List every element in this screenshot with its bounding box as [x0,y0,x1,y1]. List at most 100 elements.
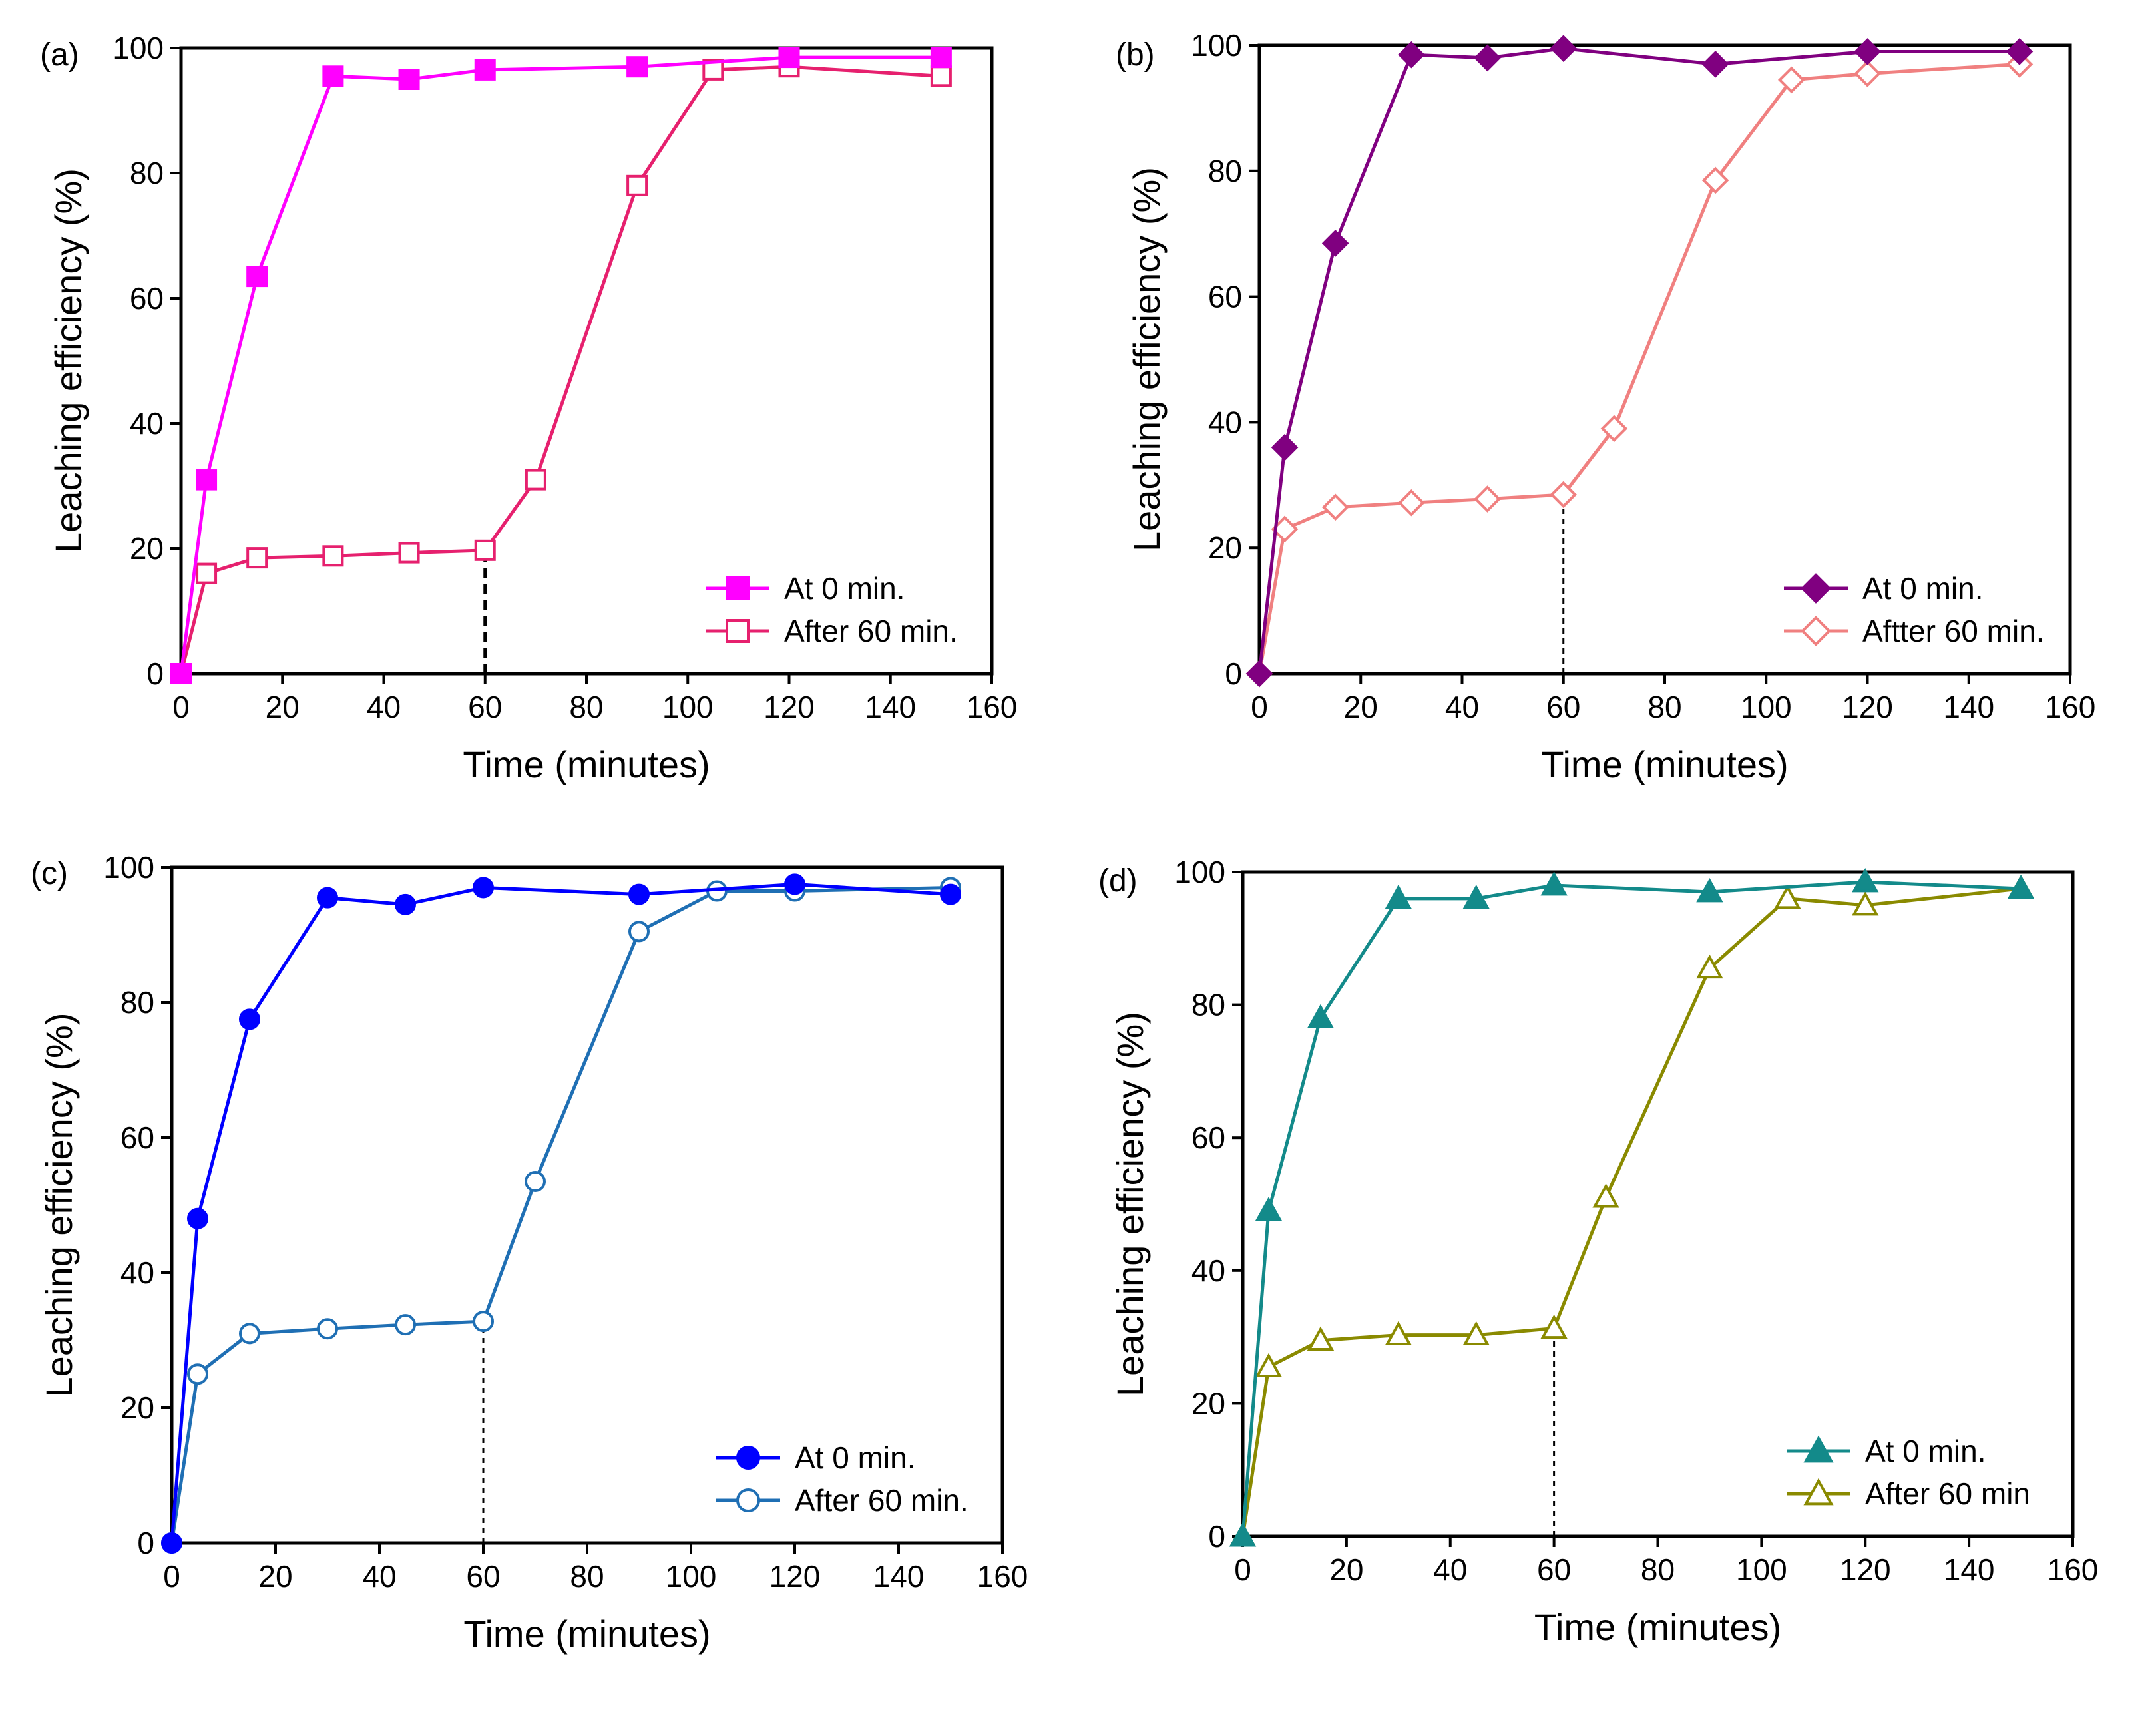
x-tick-label: 20 [258,1559,292,1594]
data-point [2007,875,2035,899]
data-point [1474,485,1501,513]
data-point [626,174,648,196]
legend-swatch-marker [726,619,750,643]
data-point [2006,38,2034,65]
data-point [1321,230,1349,257]
data-point [474,539,496,561]
legend-swatch-marker [726,576,750,600]
y-tick-label: 0 [146,656,164,691]
data-point [1385,1321,1412,1346]
data-point [1398,489,1425,517]
data-point [1398,41,1425,69]
data-point [1462,885,1490,909]
data-point [170,663,192,684]
y-tick-label: 0 [1225,656,1242,691]
data-point [473,877,494,899]
x-tick-label: 60 [1537,1552,1571,1587]
data-point [239,1323,260,1345]
data-point [628,921,650,943]
y-tick-label: 80 [130,156,164,190]
x-tick-label: 60 [1546,690,1580,724]
y-tick-label: 80 [1191,988,1225,1022]
chart-panel-2: (b) 0 20 40 60 80 100 120 140 160 0 20 40 60 80 100 Time… [1116,28,2095,785]
data-point [1696,878,1723,903]
data-point [1255,1197,1283,1221]
legend-entry: After 60 min. [784,614,958,648]
x-tick-label: 60 [466,1559,500,1594]
legend-swatch-marker [1801,573,1831,604]
data-point [1255,1353,1283,1377]
data-point [1307,1326,1335,1351]
data-point [1600,415,1628,443]
data-point [398,69,420,90]
data-point [196,562,218,584]
legend-swatch-marker [1803,1478,1834,1506]
data-point [1462,1321,1490,1346]
data-point [322,545,344,567]
data-point [246,266,268,288]
x-tick-label: 0 [1234,1552,1251,1587]
legend-entry: Aftter 60 min. [1862,614,2045,648]
legend-entry: At 0 min. [1862,571,1984,606]
x-tick-label: 20 [266,690,300,724]
panel-label: (c) [31,856,68,891]
y-tick-label: 60 [120,1120,154,1155]
x-axis-title: Time (minutes) [463,744,710,785]
x-tick-label: 100 [1736,1552,1787,1587]
data-point [1540,1314,1568,1339]
x-tick-label: 100 [662,690,714,724]
x-tick-label: 140 [1943,690,1994,724]
data-point [1385,885,1412,909]
y-axis-title: Leaching efficiency (%) [1109,1012,1151,1396]
x-tick-label: 140 [1944,1552,1995,1587]
x-tick-label: 120 [1840,1552,1891,1587]
x-tick-label: 40 [367,690,401,724]
data-point [161,1532,182,1554]
y-axis-title: Leaching efficiency (%) [47,168,89,553]
data-point [246,547,268,569]
y-tick-label: 20 [1208,531,1242,565]
x-tick-label: 100 [1741,690,1792,724]
y-tick-label: 100 [103,850,154,885]
data-point [1774,885,1801,909]
y-tick-label: 20 [1191,1386,1225,1420]
legend-entry: After 60 min [1865,1476,2030,1511]
data-point [1474,44,1501,72]
x-tick-label: 140 [873,1559,925,1594]
data-point [1852,891,1879,916]
y-tick-label: 40 [120,1255,154,1290]
legend-entry: At 0 min. [784,571,905,606]
legend-entry: At 0 min. [1865,1434,1986,1468]
x-tick-label: 80 [570,1559,604,1594]
legend-swatch-marker [1801,616,1831,646]
y-tick-label: 40 [1208,405,1242,439]
data-point [322,65,344,87]
data-point [1852,868,1879,893]
data-point [473,1311,494,1333]
data-point [317,1318,338,1340]
data-point [1854,38,1881,65]
y-tick-label: 40 [1191,1253,1225,1288]
panel-label: (d) [1098,863,1138,899]
data-point [1550,481,1578,509]
x-tick-label: 120 [769,1559,821,1594]
y-tick-label: 100 [1191,28,1242,63]
data-point [196,469,218,491]
data-point [1307,1004,1335,1028]
x-tick-label: 40 [1433,1552,1467,1587]
data-point [1592,1183,1619,1208]
x-axis-title: Time (minutes) [1541,744,1788,785]
x-tick-label: 160 [977,1559,1028,1594]
x-tick-label: 40 [1445,690,1479,724]
y-tick-label: 0 [137,1526,154,1560]
data-point [395,1314,416,1336]
x-axis-title: Time (minutes) [1534,1606,1781,1648]
data-point [187,1363,208,1385]
x-tick-label: 20 [1344,690,1378,724]
x-tick-label: 160 [2045,690,2096,724]
data-point [628,883,650,905]
y-axis-title: Leaching efficiency (%) [1126,167,1168,552]
data-point [784,873,805,895]
panel-label: (a) [40,37,79,73]
x-tick-label: 80 [569,690,603,724]
